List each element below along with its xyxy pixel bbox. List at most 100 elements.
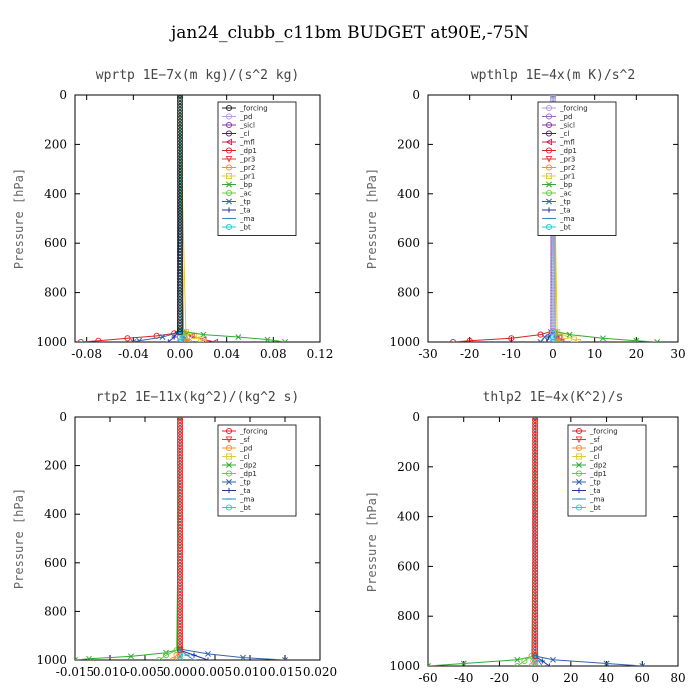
data-point bbox=[532, 539, 539, 546]
data-point bbox=[176, 174, 184, 182]
data-point bbox=[176, 287, 184, 294]
data-point bbox=[176, 594, 184, 601]
data-point bbox=[532, 629, 539, 636]
data-point bbox=[176, 145, 184, 152]
data-point bbox=[176, 290, 184, 297]
data-point bbox=[549, 269, 557, 276]
data-point bbox=[549, 290, 557, 297]
data-point bbox=[549, 237, 557, 244]
data-point bbox=[532, 650, 539, 657]
data-point bbox=[176, 160, 184, 167]
data-point bbox=[532, 446, 539, 453]
data-point bbox=[460, 660, 467, 666]
legend-entry: _sf bbox=[239, 436, 250, 444]
data-point bbox=[532, 506, 539, 513]
legend-marker bbox=[225, 223, 233, 231]
data-point bbox=[532, 437, 539, 444]
data-point bbox=[176, 210, 184, 217]
legend-entry: _pd bbox=[239, 113, 252, 121]
data-point bbox=[549, 323, 557, 330]
y-tick-label: 600 bbox=[44, 556, 67, 570]
legend-entry: _bt bbox=[239, 224, 251, 232]
legend-marker bbox=[545, 113, 553, 120]
data-point bbox=[532, 512, 539, 519]
data-point bbox=[176, 163, 184, 170]
data-point bbox=[176, 536, 184, 543]
data-point bbox=[176, 446, 184, 453]
data-point bbox=[176, 139, 184, 146]
legend-marker bbox=[545, 104, 553, 112]
x-tick-label: 10 bbox=[587, 347, 602, 361]
legend-entry: _pr3 bbox=[559, 156, 575, 164]
legend-marker bbox=[545, 164, 553, 171]
data-point bbox=[532, 470, 539, 477]
data-point bbox=[176, 148, 184, 155]
data-point bbox=[532, 569, 539, 576]
y-axis-label: Pressure [hPa] bbox=[365, 168, 379, 269]
data-point bbox=[176, 609, 184, 616]
data-point bbox=[176, 431, 184, 438]
data-point bbox=[532, 443, 539, 450]
legend-entry: _ac bbox=[559, 190, 572, 198]
y-tick-label: 0 bbox=[412, 88, 420, 102]
data-point bbox=[549, 293, 557, 300]
legend-entry: _sf bbox=[589, 436, 600, 444]
legend-entry: _ac bbox=[239, 190, 252, 198]
data-point bbox=[544, 339, 550, 342]
data-point bbox=[165, 339, 171, 342]
x-tick-label: -30 bbox=[418, 347, 437, 361]
legend-marker bbox=[226, 181, 232, 188]
x-tick-label: 0 bbox=[549, 347, 557, 361]
series-group bbox=[428, 417, 646, 666]
legend-box bbox=[217, 101, 297, 236]
data-point bbox=[176, 151, 184, 158]
data-point bbox=[159, 334, 166, 341]
data-point bbox=[532, 485, 539, 492]
data-point bbox=[532, 578, 539, 585]
legend-marker bbox=[225, 155, 233, 163]
data-point bbox=[532, 632, 539, 639]
data-point bbox=[176, 539, 184, 546]
data-point bbox=[514, 656, 521, 663]
series-group bbox=[75, 417, 288, 660]
legend-marker bbox=[575, 444, 583, 452]
data-point bbox=[176, 620, 184, 628]
legend-entry: _dp1 bbox=[559, 147, 577, 155]
panel-wprtp: wprtp 1E−7x(m kg)/(s^2 kg) Pressure [hPa]… bbox=[12, 68, 333, 361]
y-tick-label: 200 bbox=[44, 459, 67, 473]
data-point bbox=[549, 246, 557, 253]
data-point bbox=[176, 615, 184, 622]
data-point bbox=[532, 596, 539, 603]
data-point bbox=[546, 663, 553, 666]
data-point bbox=[176, 618, 184, 625]
data-point bbox=[176, 545, 184, 552]
data-point bbox=[176, 417, 184, 423]
data-point bbox=[532, 440, 539, 447]
data-point bbox=[532, 554, 539, 561]
data-point bbox=[176, 504, 184, 511]
legend-entry: _tp bbox=[239, 479, 251, 487]
data-point bbox=[549, 252, 557, 259]
data-point bbox=[549, 260, 557, 267]
data-point bbox=[176, 516, 184, 523]
legend-entry: _tp bbox=[589, 479, 601, 487]
legend-entry: _cl bbox=[239, 130, 249, 138]
data-point bbox=[128, 653, 134, 660]
data-point bbox=[532, 536, 539, 543]
legend-entry: _ma bbox=[559, 215, 575, 223]
data-point bbox=[176, 451, 184, 458]
y-tick-label: 800 bbox=[44, 286, 67, 300]
y-tick-label: 400 bbox=[397, 510, 420, 524]
data-point bbox=[532, 620, 539, 627]
x-tick-label: 0.04 bbox=[213, 347, 240, 361]
data-point bbox=[549, 329, 557, 336]
legend-entry: _ta bbox=[239, 487, 251, 495]
legend-entry: _pr2 bbox=[559, 164, 575, 172]
data-point bbox=[264, 336, 271, 342]
data-point bbox=[176, 606, 184, 613]
plot-frame bbox=[74, 416, 321, 661]
data-point bbox=[176, 553, 184, 561]
legend-marker bbox=[575, 427, 583, 435]
data-point bbox=[176, 425, 184, 432]
data-point bbox=[574, 338, 582, 342]
